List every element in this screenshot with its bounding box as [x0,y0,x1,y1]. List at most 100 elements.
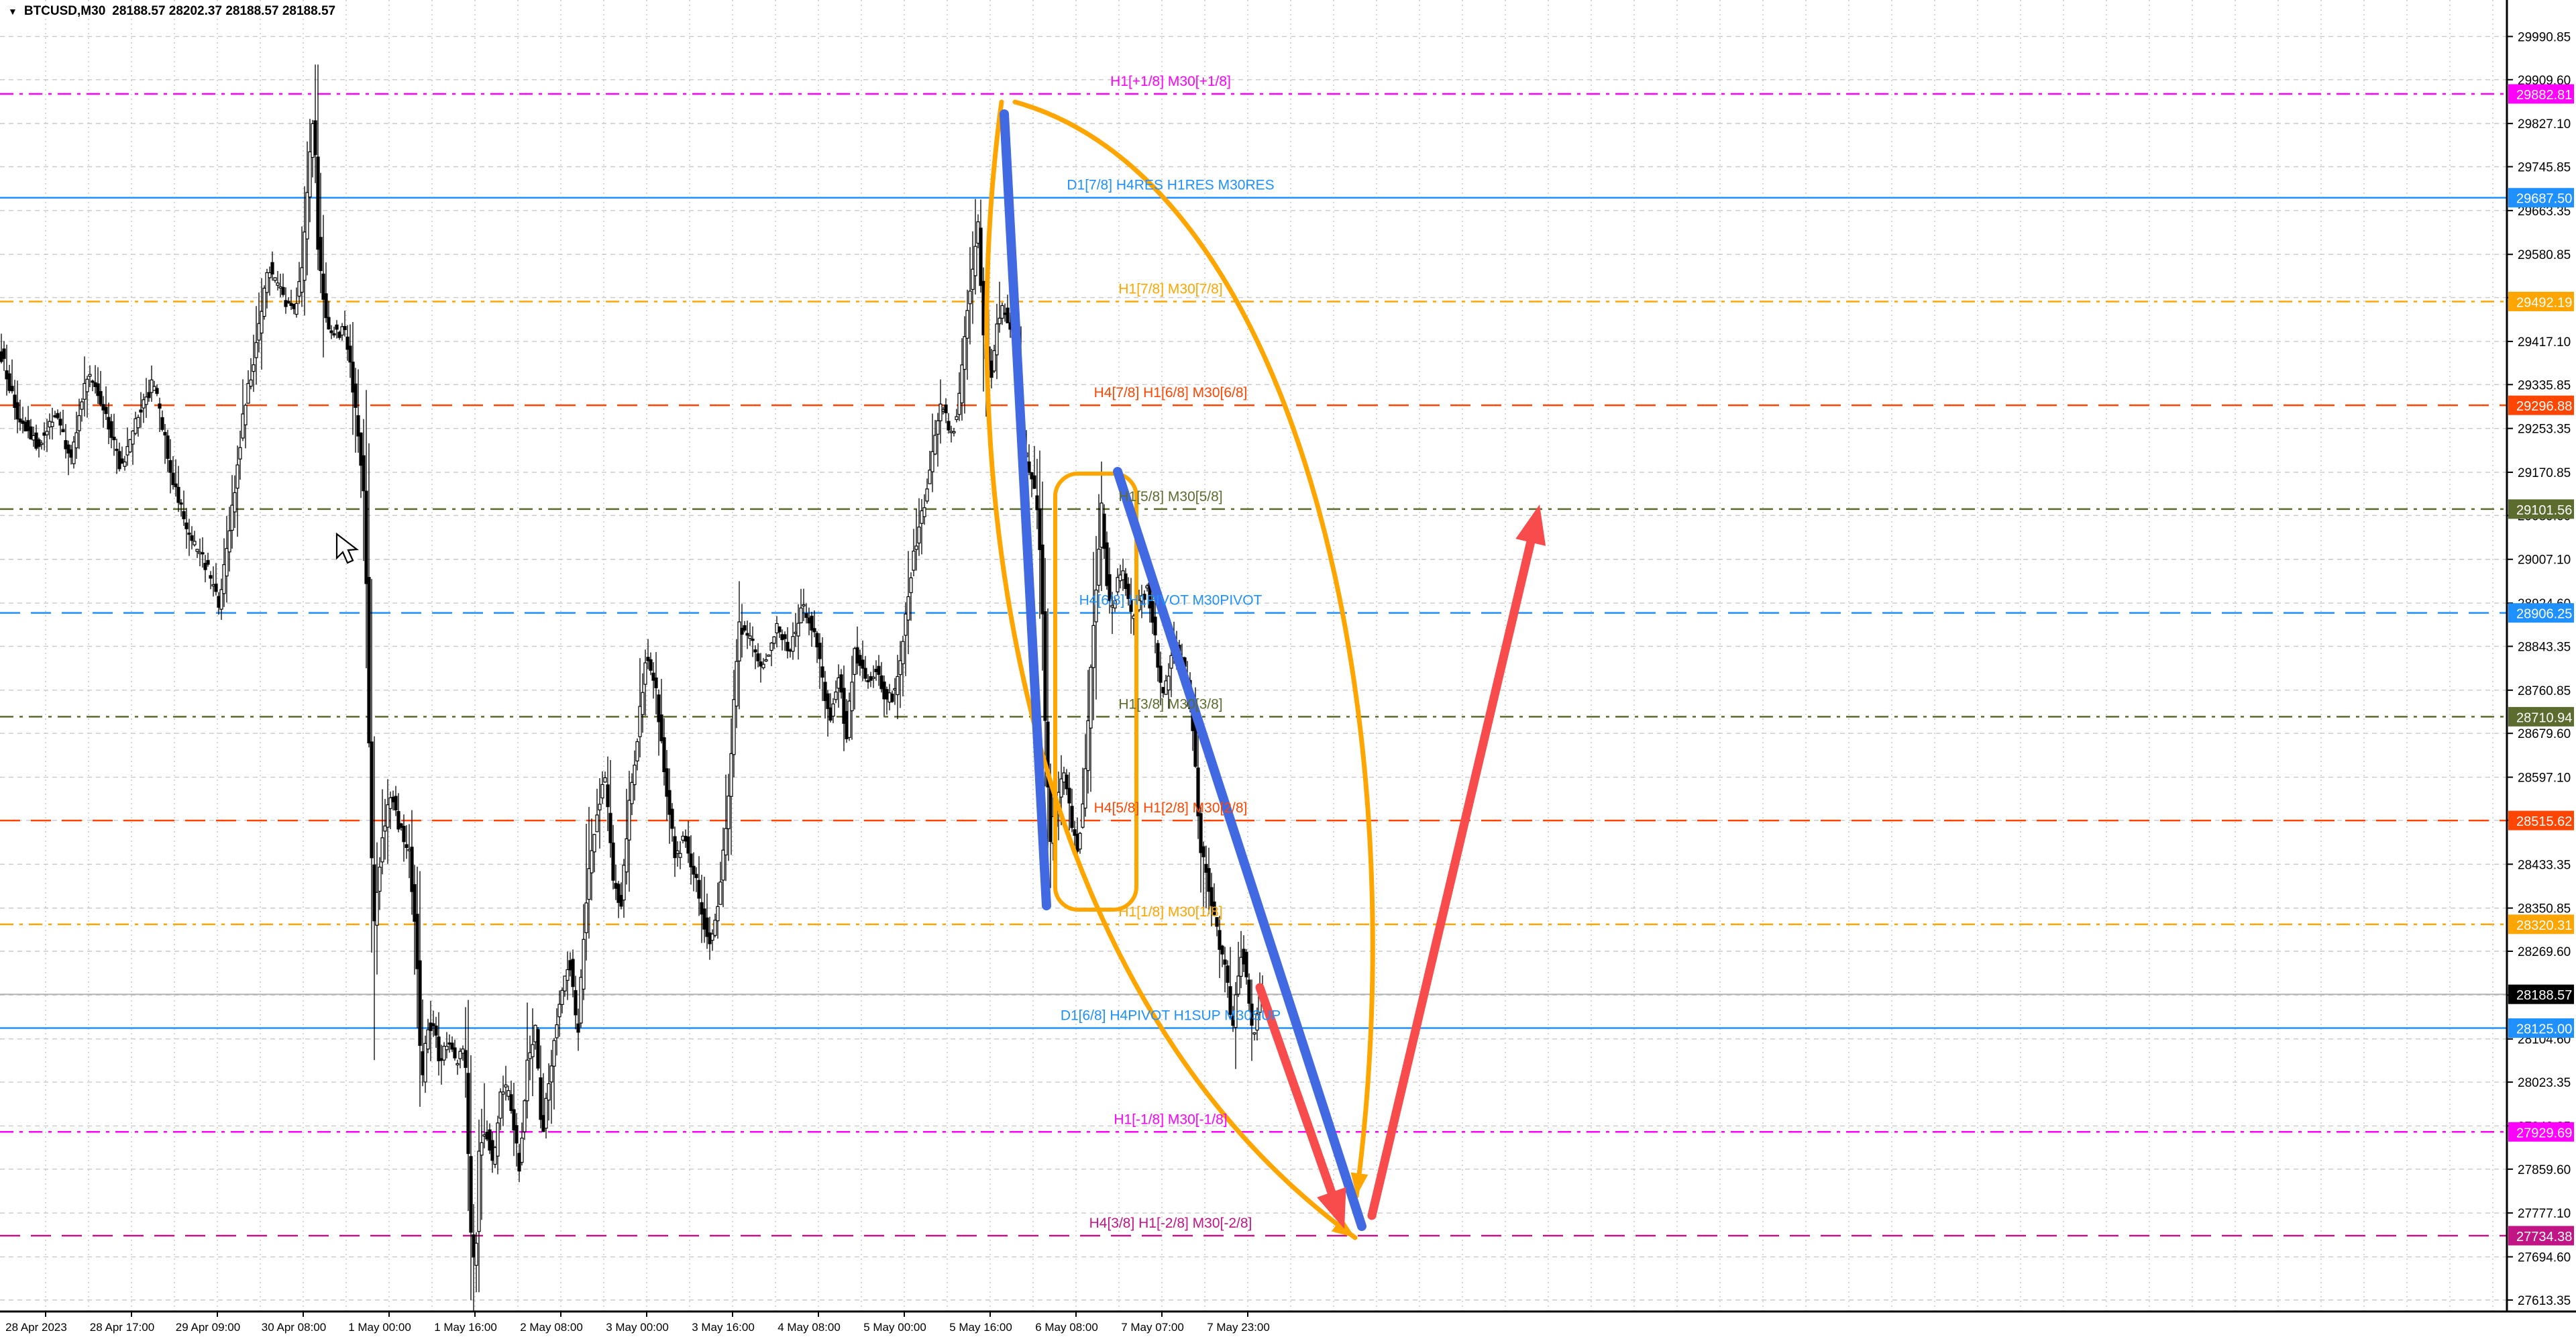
candle-body [917,527,921,544]
candle-body [15,402,19,420]
time-axis[interactable]: 28 Apr 2023 28 Apr 17:00 29 Apr 09:00 30 Ap… [5,1311,1270,1334]
candle-body [595,814,599,833]
candle-body [1094,589,1098,623]
candlestick-series[interactable] [0,64,1265,1320]
orange-arc-left[interactable] [984,99,1358,1240]
candle-body [783,634,787,639]
candle-body [423,1042,427,1083]
red-arrow-down-arrowhead[interactable] [1317,1187,1346,1229]
candle-body [670,808,674,829]
candle-body [1159,665,1163,683]
price-level-badge [2508,984,2574,1004]
candle-body [182,511,186,519]
candle-body [362,455,366,492]
time-tick-label: 5 May 00:00 [863,1321,926,1334]
candle-body [230,504,234,531]
candle-body [125,446,129,456]
symbol-dropdown-icon[interactable]: ▼ [8,6,17,17]
candle-body [769,642,773,651]
candle-body [394,796,398,810]
candle-body [93,382,97,387]
candle-body [142,399,146,409]
blue-trend-line-1[interactable] [1000,109,1051,910]
red-arrow-up-arrowhead[interactable] [1515,504,1546,546]
candle-body [1040,544,1044,614]
price-axis[interactable]: 29990.8529909.6029827.1029745.8529663.35… [2507,30,2574,1308]
candle-body [370,741,374,859]
candle-body [160,417,164,430]
candle-body [354,383,358,408]
candle-body [364,490,368,584]
time-axis-background[interactable] [0,1312,2576,1339]
candle-body [1046,721,1050,788]
murrey-level-label: H4[7/8] H1[6/8] M30[6/8] [1094,385,1248,400]
candle-body [697,879,701,899]
murrey-level-label: H1[+1/8] M30[+1/8] [1110,74,1231,89]
candle-body [209,575,213,579]
candle-body [563,975,567,992]
orange-arc-right[interactable] [1012,99,1375,1199]
candle-body [619,894,623,907]
candle-body [115,449,119,451]
candle-body [278,286,282,288]
orange-arc-right-arrowhead[interactable] [1350,1172,1368,1196]
time-tick-label: 7 May 07:00 [1121,1321,1184,1334]
candle-body [963,336,967,370]
candle-body [155,388,159,394]
candle-body [176,486,180,503]
candle-body [1043,611,1047,721]
candle-body [665,768,669,797]
candle-body [265,272,269,293]
price-badge-value: 29882.81 [2516,88,2572,103]
candle-body [912,550,916,571]
candle-body [18,418,22,423]
price-tick-label: 29745.85 [2518,161,2571,175]
candle-body [50,421,54,427]
candle-body [1142,594,1146,600]
price-axis-background[interactable] [2508,0,2576,1339]
candle-body [453,1047,457,1059]
price-level-badge [2508,1018,2574,1038]
candle-body [727,796,731,829]
candle-body [721,849,725,881]
candle-body [415,914,419,969]
candle-body [375,892,379,926]
time-tick-label: 1 May 16:00 [434,1321,497,1334]
red-arrow-up[interactable] [1367,523,1539,1220]
price-tick-label: 29990.85 [2518,30,2571,44]
candle-body [501,1091,505,1095]
price-tick-label: 29827.10 [2518,117,2571,131]
candle-body [276,282,280,286]
candle-body [434,1025,438,1036]
candle-body [1252,1032,1256,1035]
candle-body [692,865,696,875]
candle-body [337,331,341,338]
candle-body [174,483,178,488]
red-arrow-down[interactable] [1255,983,1342,1212]
candle-body [622,865,626,901]
candle-body [791,636,795,652]
blue-trend-line-2[interactable] [1113,467,1366,1231]
candle-body [1078,833,1082,850]
murrey-level-label: H4[6/8] H1PIVOT M30PIVOT [1079,593,1263,608]
candle-body [756,653,760,661]
price-tick-label: 28350.85 [2518,902,2571,916]
candle-body [101,404,105,411]
candle-body [973,246,977,276]
candle-body [1126,584,1130,599]
candle-body [281,286,285,295]
candle-body [877,665,881,676]
candle-body [496,1122,500,1157]
candle-body [195,549,199,552]
candle-body [241,413,245,439]
mouse-cursor-icon [335,532,359,564]
symbol-bar: ▼ BTCUSD,M30 28188.57 28202.37 28188.57 … [8,4,335,19]
candle-body [566,969,570,981]
candle-body [796,623,800,637]
candle-body [359,432,363,466]
candle-body [960,364,964,404]
candle-body [1105,542,1109,586]
candle-body [345,336,350,350]
candle-body [536,1029,540,1069]
